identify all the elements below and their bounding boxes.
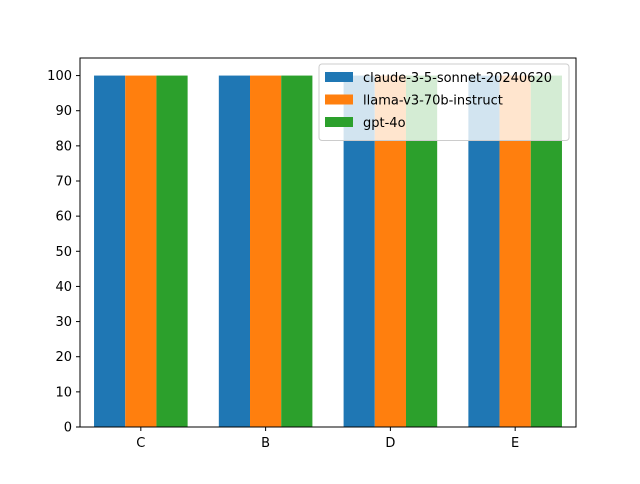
y-tick-label: 30 xyxy=(55,315,72,330)
legend-label: claude-3-5-sonnet-20240620 xyxy=(363,71,552,86)
bar-C-gpt-4o xyxy=(156,75,188,428)
legend-label: gpt-4o xyxy=(363,116,406,131)
x-tick-label: D xyxy=(385,436,395,451)
y-tick-label: 50 xyxy=(55,245,72,260)
bar-B-gpt-4o xyxy=(281,75,313,428)
y-tick-label: 70 xyxy=(55,175,72,190)
legend-swatch xyxy=(325,117,353,127)
legend-swatch xyxy=(325,72,353,82)
y-tick-label: 10 xyxy=(55,385,72,400)
x-tick-label: C xyxy=(136,436,145,451)
y-tick-label: 0 xyxy=(64,421,72,436)
y-tick-label: 90 xyxy=(55,104,72,119)
x-tick-label: E xyxy=(511,436,519,451)
bar-C-claude-3-5-sonnet-20240620 xyxy=(94,75,126,428)
axes-layer: 0 10 20 30 40 50 60 70 80 90 100 C B D E xyxy=(47,57,577,451)
legend-box xyxy=(318,63,570,141)
legend: claude-3-5-sonnet-20240620 llama-v3-70b-i… xyxy=(318,63,570,141)
legend-label: llama-v3-70b-instruct xyxy=(363,94,503,109)
y-tick-label: 60 xyxy=(55,210,72,225)
bar-C-llama-v3-70b-instruct xyxy=(125,75,157,428)
y-tick-label: 40 xyxy=(55,280,72,295)
bar-B-claude-3-5-sonnet-20240620 xyxy=(218,75,251,428)
y-tick-label: 100 xyxy=(47,69,72,84)
y-tick-label: 80 xyxy=(55,139,72,154)
bar-B-llama-v3-70b-instruct xyxy=(250,75,282,428)
axes-frame xyxy=(79,57,577,428)
x-tick-label: B xyxy=(261,436,270,451)
legend-swatch xyxy=(325,94,353,105)
y-tick-label: 20 xyxy=(55,350,72,365)
